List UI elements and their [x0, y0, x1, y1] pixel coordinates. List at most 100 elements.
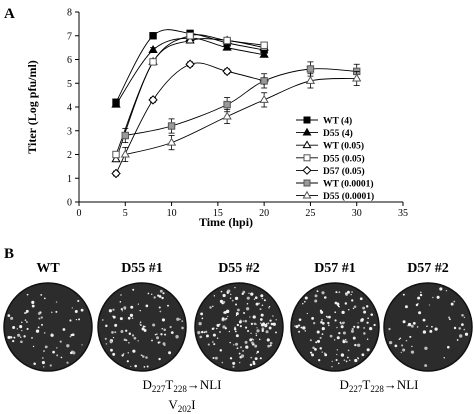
- plaque-spot: [272, 315, 274, 317]
- plaque-spot: [145, 356, 148, 359]
- plaque-spot: [164, 333, 167, 336]
- plaque-spot: [347, 349, 350, 352]
- plaque-spot: [19, 325, 23, 329]
- plaque-spot: [341, 321, 345, 325]
- plaque-spot: [261, 297, 264, 300]
- plaque-spot: [422, 330, 427, 334]
- plaque-spot: [258, 338, 261, 341]
- plaque-spot: [318, 359, 321, 362]
- plate-label: WT: [36, 261, 60, 276]
- plaque-spot: [254, 357, 258, 361]
- plaque-plate: D55 #2: [194, 261, 284, 372]
- plaque-spot: [40, 316, 43, 319]
- series-2: [111, 35, 269, 163]
- plaque-spot: [75, 318, 78, 321]
- plaque-spot: [7, 314, 11, 317]
- plaque-spot: [30, 336, 34, 339]
- plaque-spot: [142, 325, 145, 328]
- plaque-spot: [131, 317, 134, 319]
- plaque-spot: [253, 298, 256, 300]
- plaque-spot: [328, 315, 331, 319]
- plaque-spot: [342, 331, 346, 335]
- plaque-spot: [314, 347, 317, 351]
- plaque-spot: [334, 311, 337, 314]
- plaque-plate: WT: [3, 261, 93, 372]
- legend-label: WT (0.05): [323, 141, 364, 152]
- x-tick-label: 25: [305, 208, 315, 219]
- plaque-spot: [428, 304, 431, 306]
- plate-disc: [290, 282, 380, 372]
- legend-entry: WT (4): [296, 116, 352, 127]
- data-point: [223, 36, 231, 45]
- plaque-spot: [328, 324, 330, 327]
- plaque-spot: [268, 305, 271, 308]
- plaque-spot: [263, 299, 266, 302]
- plaque-spot: [234, 326, 236, 329]
- plaque-spot: [139, 323, 141, 325]
- plaque-spot: [154, 333, 157, 336]
- plaque-spot: [343, 359, 346, 362]
- plaque-spot: [161, 327, 163, 330]
- plaque-spot: [443, 356, 445, 359]
- plaque-spot: [370, 313, 374, 316]
- y-tick-label: 1: [67, 174, 72, 185]
- plaque-spot: [236, 323, 239, 327]
- plaque-spot: [319, 347, 322, 350]
- plaque-spot: [44, 345, 48, 349]
- plaque-spot: [404, 305, 408, 309]
- plaque-spot: [198, 322, 202, 326]
- plaque-spot: [363, 326, 366, 329]
- plaque-spot: [351, 291, 353, 293]
- plaque-spot: [295, 325, 299, 329]
- x-tick-label: 0: [77, 208, 82, 219]
- plaque-spot: [329, 334, 333, 338]
- plaque-spot: [156, 333, 158, 335]
- plaque-spot: [424, 346, 428, 350]
- plaque-spot: [102, 319, 104, 321]
- plaque-spot: [168, 351, 172, 355]
- data-point: [185, 59, 195, 69]
- plaque-spot: [66, 344, 70, 348]
- plaque-spot: [37, 312, 41, 315]
- plaque-spot: [121, 354, 124, 357]
- plaque-spot: [464, 332, 469, 336]
- plaque-spot: [226, 291, 228, 293]
- plaque-spot: [341, 310, 345, 315]
- plaque-spot: [249, 338, 253, 342]
- plaque-spot: [17, 333, 21, 337]
- data-point: [305, 75, 316, 84]
- plaque-spot: [50, 333, 54, 337]
- plaque-spot: [201, 330, 204, 334]
- plaque-spot: [170, 331, 174, 335]
- plaque-spot: [9, 336, 13, 339]
- plaque-spot: [249, 316, 251, 318]
- plaque-spot: [254, 344, 258, 348]
- plaque-spot: [213, 295, 216, 297]
- plaque-spot: [411, 345, 413, 348]
- plaque-spot: [304, 330, 306, 332]
- series-line: [125, 78, 357, 155]
- plaque-spot: [410, 350, 415, 354]
- plaque-spot: [119, 317, 123, 321]
- plaque-spot: [157, 341, 160, 344]
- plaque-spot: [127, 352, 129, 354]
- chart-axes: 0 5 10 15 20 25 30 35 0 1 2 3 4 5 6 7 8: [67, 8, 408, 220]
- plaque-spot: [311, 353, 315, 357]
- plaque-spot: [199, 335, 203, 339]
- plaque-spot: [260, 294, 264, 298]
- plaque-spot: [336, 349, 339, 351]
- x-tick-label: 15: [213, 208, 223, 219]
- plaque-spot: [207, 343, 210, 346]
- plaque-spot: [69, 335, 72, 338]
- panel-b-label: B: [4, 246, 14, 262]
- plaque-spot: [434, 327, 438, 331]
- plaque-spot: [203, 331, 206, 334]
- plaque-spot: [181, 326, 184, 330]
- plaque-spot: [7, 335, 11, 339]
- legend-entry: WT (0.05): [296, 140, 364, 152]
- plaque-spot: [250, 356, 253, 359]
- plaque-spot: [401, 344, 404, 347]
- plaque-spot: [69, 351, 73, 355]
- plaque-spot: [258, 302, 260, 305]
- plaque-spot: [255, 332, 257, 335]
